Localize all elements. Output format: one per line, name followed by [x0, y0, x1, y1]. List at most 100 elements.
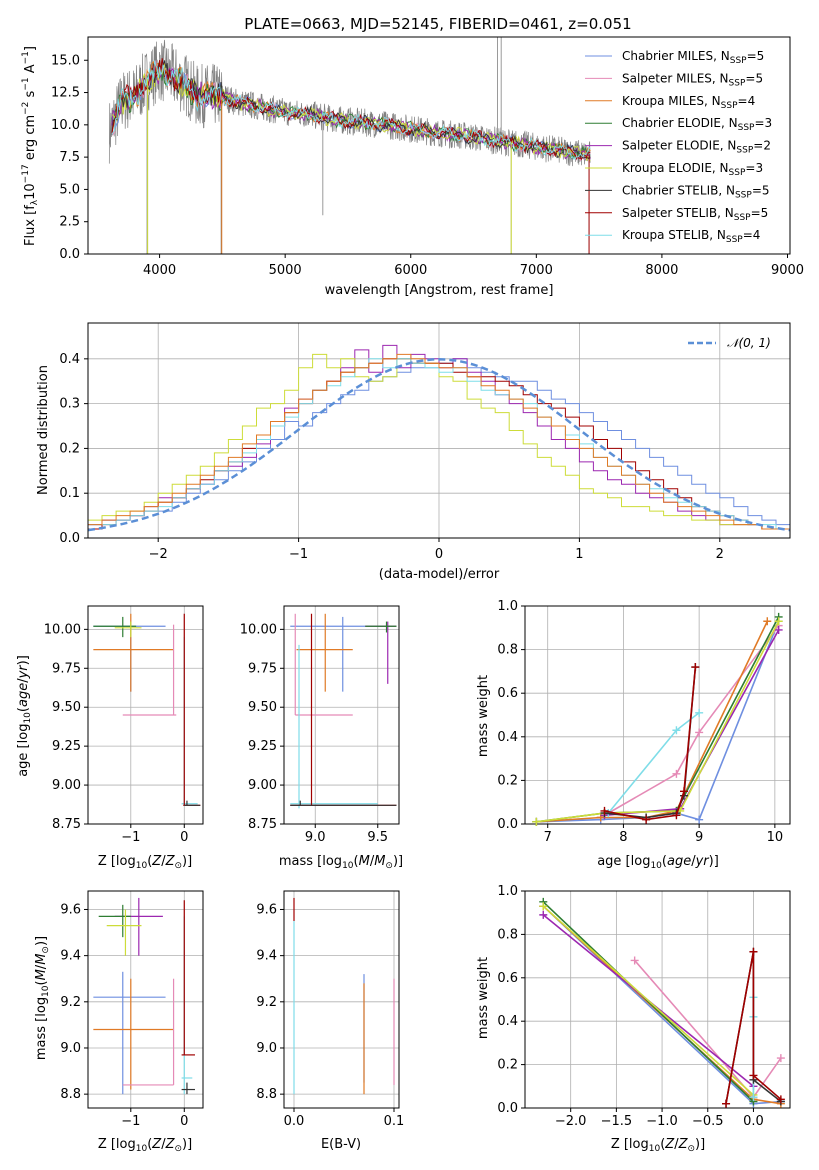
weight-line-chabrier-miles	[536, 621, 780, 823]
normal-curve	[87, 358, 791, 532]
y-tick-label: 9.25	[52, 739, 81, 754]
spectrum-xlabel: wavelength [Angstrom, rest frame]	[325, 283, 554, 298]
mwz-ylabel: mass weight	[476, 957, 491, 1039]
weight-marker	[763, 617, 772, 626]
mass-weight-vs-age-panel: 7 8 9 10 0.0 0.2 0.4 0.6 0.8 1.0	[497, 599, 791, 845]
y-tick-label: 0.0	[497, 817, 518, 832]
y-tick-label: 9.75	[52, 661, 81, 676]
y-tick-label: 0.2	[497, 773, 518, 788]
spectrum-legend: Chabrier MILES, NSSP=5 Salpeter MILES, NS…	[585, 49, 772, 245]
y-tick-label: 0.6	[497, 971, 518, 986]
y-tick-label: 9.50	[52, 700, 81, 715]
weight-marker	[749, 1093, 758, 1102]
x-tick-label: −1.5	[601, 1114, 633, 1129]
weight-marker	[539, 910, 548, 919]
y-tick-label: 8.8	[60, 1087, 81, 1102]
weight-marker	[776, 1054, 785, 1063]
histogram-step-kroupa-miles	[88, 353, 790, 530]
mass-weight-vs-z-panel: −2.0 −1.5 −1.0 −0.5 0.0 0.0 0.2 0.4 0.6 0.8 1.0	[497, 884, 791, 1129]
x-tick-label: 5000	[269, 263, 302, 278]
weight-line-kroupa-elodie	[536, 620, 780, 823]
x-tick-label: −1	[289, 547, 308, 562]
y-tick-label: 0.0	[497, 1101, 518, 1116]
mwage-ylabel: mass weight	[476, 675, 491, 757]
y-tick-label: 0.4	[497, 730, 518, 745]
agez-ylabel: age [log10(age/yr)]	[16, 655, 33, 777]
y-tick-label: 15.0	[51, 53, 80, 68]
x-tick-label: 9.5	[367, 830, 388, 845]
spectrum-frame	[87, 36, 791, 255]
x-tick-label: −1.0	[646, 1114, 678, 1129]
y-tick-label: 2.5	[59, 215, 80, 230]
age-vs-mass-panel: 9.0 9.5 8.75 9.00 9.25 9.50 9.75 10.00	[240, 605, 400, 845]
y-tick-label: 10.00	[240, 622, 277, 637]
massz-xlabel: Z [log10(Z/Z⊙)]	[98, 1137, 192, 1154]
weight-marker	[642, 815, 651, 824]
y-tick-label: 0.3	[59, 397, 80, 412]
mwz-xlabel: Z [log10(Z/Z⊙)]	[611, 1137, 705, 1154]
y-tick-label: 9.0	[256, 1041, 277, 1056]
weight-marker	[672, 726, 681, 735]
y-tick-label: 9.4	[60, 949, 81, 964]
y-tick-label: 0.6	[497, 686, 518, 701]
weight-marker	[600, 806, 609, 815]
agemass-xlabel: mass [log10(M/M⊙)]	[279, 854, 403, 871]
y-tick-label: 5.0	[59, 182, 80, 197]
axes-frame	[524, 890, 791, 1109]
legend-entry: Chabrier ELODIE, NSSP=3	[622, 116, 772, 133]
y-tick-label: 12.5	[51, 86, 80, 101]
weight-marker	[532, 817, 541, 826]
legend-entry: Kroupa MILES, NSSP=4	[622, 94, 755, 111]
y-tick-label: 9.00	[52, 778, 81, 793]
x-tick-label: 9.0	[305, 830, 326, 845]
y-tick-label: 10.0	[51, 118, 80, 133]
y-tick-label: 8.8	[256, 1087, 277, 1102]
weight-line-salpeter-stelib	[604, 666, 697, 821]
legend-entry: Kroupa ELODIE, NSSP=3	[622, 161, 763, 178]
axes-frame	[283, 890, 400, 1109]
x-tick-label: 7	[544, 830, 552, 845]
spectrum-title: PLATE=0663, MJD=52145, FIBERID=0461, z=0…	[244, 15, 631, 33]
weight-marker	[749, 1071, 758, 1080]
weight-marker	[695, 815, 704, 824]
y-tick-label: 9.6	[256, 902, 277, 917]
weight-marker	[774, 625, 783, 634]
y-tick-label: 8.75	[248, 817, 277, 832]
y-tick-label: 9.2	[60, 995, 81, 1010]
y-tick-label: 0.0	[59, 531, 80, 546]
legend-entry: Salpeter MILES, NSSP=5	[622, 71, 763, 88]
legend-entry: Chabrier MILES, NSSP=5	[622, 49, 764, 66]
weight-marker	[695, 708, 704, 717]
x-tick-label: 8	[619, 830, 627, 845]
agez-xlabel: Z [log10(Z/Z⊙)]	[98, 854, 192, 871]
weight-marker	[672, 769, 681, 778]
axes-frame	[87, 605, 204, 825]
axes-frame	[524, 605, 791, 825]
y-tick-label: 0.4	[59, 352, 80, 367]
y-tick-label: 9.0	[60, 1041, 81, 1056]
y-tick-label: 10.00	[44, 622, 81, 637]
histogram-xlabel: (data-model)/error	[379, 567, 500, 582]
y-tick-label: 9.50	[248, 700, 277, 715]
x-tick-label: 2	[716, 547, 724, 562]
weight-line-kroupa-elodie	[542, 905, 754, 1096]
weight-line-kroupa-miles	[536, 620, 769, 823]
x-tick-label: 6000	[394, 263, 427, 278]
y-tick-label: 9.4	[256, 949, 277, 964]
weight-line-chabrier-elodie	[542, 901, 754, 1103]
x-tick-label: 0.0	[743, 1114, 764, 1129]
y-tick-label: 0.2	[59, 441, 80, 456]
x-tick-label: −1	[121, 1114, 140, 1129]
y-tick-label: 9.00	[248, 778, 277, 793]
x-tick-label: 4000	[143, 263, 176, 278]
x-tick-label: −1	[121, 830, 140, 845]
x-tick-label: 0	[180, 1114, 188, 1129]
model-line-kroupa-stelib	[111, 60, 591, 160]
mass-vs-z-panel: −1 0 8.8 9.0 9.2 9.4 9.6	[60, 890, 204, 1129]
x-tick-label: 0	[180, 830, 188, 845]
y-tick-label: 0.2	[497, 1058, 518, 1073]
model-line-salpeter-stelib	[111, 58, 591, 161]
weight-marker	[672, 811, 681, 820]
x-tick-label: −2	[149, 547, 168, 562]
